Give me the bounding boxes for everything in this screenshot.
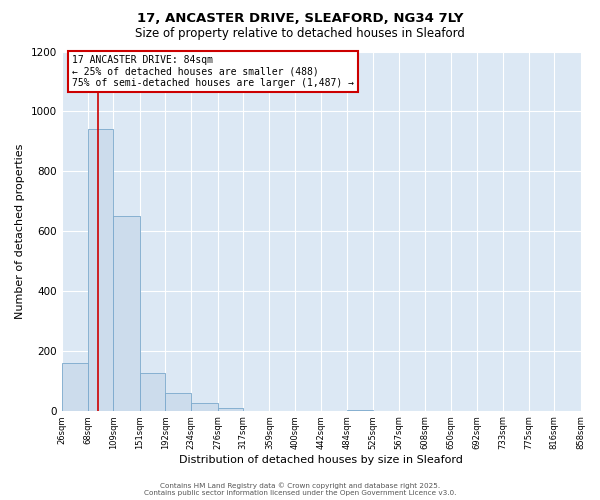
Text: Contains public sector information licensed under the Open Government Licence v3: Contains public sector information licen… (144, 490, 456, 496)
Text: 17 ANCASTER DRIVE: 84sqm
← 25% of detached houses are smaller (488)
75% of semi-: 17 ANCASTER DRIVE: 84sqm ← 25% of detach… (72, 55, 354, 88)
Bar (113, 216, 140, 410)
Y-axis label: Number of detached properties: Number of detached properties (15, 144, 25, 318)
Bar (140, 373, 165, 410)
Bar (165, 393, 191, 410)
Text: 17, ANCASTER DRIVE, SLEAFORD, NG34 7LY: 17, ANCASTER DRIVE, SLEAFORD, NG34 7LY (137, 12, 463, 26)
Bar (88, 130, 113, 410)
Text: Contains HM Land Registry data © Crown copyright and database right 2025.: Contains HM Land Registry data © Crown c… (160, 482, 440, 489)
Bar (191, 402, 218, 410)
X-axis label: Distribution of detached houses by size in Sleaford: Distribution of detached houses by size … (179, 455, 463, 465)
Bar (62, 362, 88, 410)
Text: Size of property relative to detached houses in Sleaford: Size of property relative to detached ho… (135, 26, 465, 40)
Bar (218, 408, 243, 410)
